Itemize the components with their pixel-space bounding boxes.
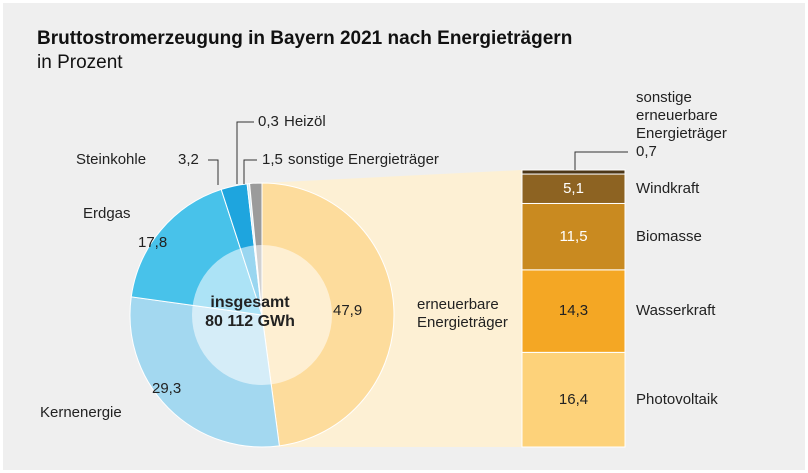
category-label: Steinkohle: [76, 151, 147, 168]
value-label: 29,3: [152, 380, 182, 397]
value-label: 1,5: [262, 151, 283, 168]
callout-line: [236, 121, 254, 184]
category-label: Photovoltaik: [636, 390, 718, 408]
inner-ring: [192, 245, 332, 385]
bar-segment: [521, 269, 626, 353]
value-label: 47,9: [333, 302, 363, 319]
bar-segment: [521, 173, 626, 204]
value-label: 16,4: [558, 390, 589, 408]
center-label: insgesamt: [210, 294, 290, 311]
category-label: Heizöl: [284, 113, 326, 130]
value-label: 3,2: [178, 151, 199, 168]
category-label: sonstige Energieträger: [288, 151, 439, 168]
value-label: 14,3: [558, 302, 589, 320]
category-label: sonstige erneuerbare Energieträger: [636, 89, 727, 142]
value-label: 11,5: [559, 227, 588, 245]
callout-line: [574, 151, 628, 170]
category-label: Wasserkraft: [636, 302, 716, 320]
category-label: Kernenergie: [40, 404, 122, 421]
value-label: 17,8: [138, 234, 168, 251]
category-label: Windkraft: [636, 179, 700, 197]
callout-line: [208, 159, 219, 185]
chart-subtitle: in Prozent: [37, 52, 123, 73]
bar-segment: [521, 169, 626, 175]
category-label: Biomasse: [636, 227, 702, 245]
chart-title: Bruttostromerzeugung in Bayern 2021 nach…: [37, 28, 573, 49]
total-label: 80 112 GWh: [205, 313, 295, 330]
callout-line: [243, 159, 257, 184]
category-label: Erdgas: [83, 205, 131, 222]
bar-segment: [521, 351, 626, 448]
value-label: 0,7: [636, 143, 657, 160]
value-label: 5,1: [563, 179, 584, 197]
value-label: 0,3: [258, 113, 279, 130]
bar-segment: [521, 202, 626, 271]
category-label: erneuerbare Energieträger: [417, 296, 508, 331]
